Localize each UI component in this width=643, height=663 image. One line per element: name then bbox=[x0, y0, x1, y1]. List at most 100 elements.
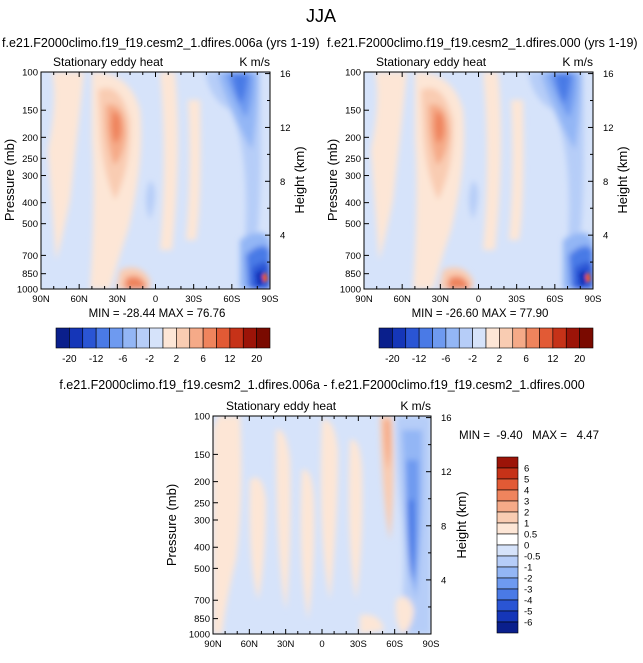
panel-1-xtick-label: 90N bbox=[32, 294, 50, 305]
panel-3-ytick-label: 250 bbox=[194, 498, 210, 509]
panel-1-ylabel: Pressure (mb) bbox=[2, 139, 17, 221]
panel-2-htick-label: 8 bbox=[603, 177, 608, 188]
colorbar-3-swatch bbox=[496, 500, 519, 513]
panel-3-xtick-label: 90S bbox=[423, 639, 440, 650]
colorbar-1-swatch bbox=[202, 327, 217, 349]
panel-1-xtick-label: 30S bbox=[185, 294, 202, 305]
panel-2-htick-label: 4 bbox=[603, 231, 608, 242]
panel-3-htick-label: 12 bbox=[441, 467, 452, 478]
colorbar-2-label: 20 bbox=[574, 354, 586, 365]
colorbar-2-label: 12 bbox=[547, 354, 559, 365]
panel-2-xtick-label: 30S bbox=[508, 294, 525, 305]
colorbar-3-label: 1 bbox=[524, 519, 529, 530]
colorbar-panel-1: -20 -12 -6 -2 2 6 12 20 bbox=[55, 327, 271, 365]
panel-2-xtick-label: 60S bbox=[546, 294, 563, 305]
colorbar-2-swatch bbox=[472, 327, 487, 349]
colorbar-3-label: 4 bbox=[524, 486, 529, 497]
panel-3-ytick-label: 850 bbox=[194, 614, 210, 625]
colorbar-1-swatch bbox=[162, 327, 177, 349]
colorbar-2-swatch bbox=[458, 327, 473, 349]
panel-2-axes: 90N 60N 30N 0 30S 60S 90S 100 150 200 250 300 400 500… bbox=[340, 68, 614, 306]
panel-2-subtitle-left: Stationary eddy heat bbox=[376, 55, 487, 69]
panel-3-xtick-label: 60S bbox=[386, 639, 403, 650]
panel-1-stats: MIN = -28.44 MAX = 76.76 bbox=[89, 308, 226, 320]
colorbar-3-label: 3 bbox=[524, 497, 529, 508]
colorbar-3-swatch bbox=[496, 511, 519, 524]
colorbar-2-swatch bbox=[525, 327, 540, 349]
panel-2-stats: MIN = -26.60 MAX = 77.90 bbox=[412, 308, 549, 320]
panel-2-ytick-label: 400 bbox=[345, 198, 361, 209]
colorbar-2-swatch bbox=[392, 327, 407, 349]
panel-3-ytick-label: 400 bbox=[194, 543, 210, 554]
panel-1: f.e21.F2000climo.f19_f19.cesm2_1.dfires.… bbox=[2, 36, 320, 320]
colorbar-1-label: 6 bbox=[200, 354, 206, 365]
panel-1-xtick-label: 90S bbox=[262, 294, 279, 305]
colorbar-2-swatch bbox=[579, 327, 594, 349]
panel-1-subtitle-right: K m/s bbox=[239, 55, 270, 69]
panel-3-xtick-label: 30N bbox=[277, 639, 295, 650]
colorbar-2-label: -6 bbox=[441, 354, 450, 365]
panel-2-xtick-label: 90N bbox=[355, 294, 373, 305]
panel-3-xtick-label: 90N bbox=[204, 639, 222, 650]
panel-3-htick-label: 8 bbox=[441, 521, 446, 532]
colorbar-3-swatch bbox=[496, 467, 519, 480]
colorbar-1-swatch bbox=[176, 327, 191, 349]
panel-1-htick-label: 16 bbox=[280, 69, 291, 80]
colorbar-3-label: -4 bbox=[524, 596, 532, 607]
panel-1-field bbox=[41, 72, 270, 289]
panel-3-stats: MIN = -9.40 MAX = 4.47 bbox=[459, 430, 599, 442]
panel-2-ytick-label: 1000 bbox=[340, 285, 361, 296]
colorbar-2-swatch bbox=[565, 327, 580, 349]
panel-3-title: f.e21.F2000climo.f19_f19.cesm2_1.dfires.… bbox=[59, 378, 584, 392]
panel-3-ylabel-right: Height (km) bbox=[454, 491, 469, 558]
colorbar-2-label: -12 bbox=[412, 354, 427, 365]
panel-3-xtick-label: 30S bbox=[350, 639, 367, 650]
panel-3: f.e21.F2000climo.f19_f19.cesm2_1.dfires.… bbox=[59, 378, 599, 650]
colorbar-2-swatch bbox=[552, 327, 567, 349]
colorbar-3-swatch bbox=[496, 599, 519, 612]
colorbar-3-label: 2 bbox=[524, 508, 529, 519]
panel-3-subtitle-left: Stationary eddy heat bbox=[226, 399, 337, 413]
colorbar-3-label: 5 bbox=[524, 475, 529, 486]
colorbar-1-swatch bbox=[242, 327, 257, 349]
panel-1-ytick-label: 250 bbox=[22, 154, 38, 165]
panel-1-ytick-label: 100 bbox=[22, 68, 38, 79]
colorbar-2-swatch bbox=[378, 327, 393, 349]
panel-3-ytick-label: 100 bbox=[194, 412, 210, 423]
colorbar-3-label: -2 bbox=[524, 574, 532, 585]
colorbar-1-swatch bbox=[82, 327, 97, 349]
panel-2-ytick-label: 500 bbox=[345, 219, 361, 230]
panel-1-subtitle-left: Stationary eddy heat bbox=[53, 55, 164, 69]
colorbar-3-swatch bbox=[496, 577, 519, 590]
panel-2-htick-label: 16 bbox=[603, 69, 614, 80]
colorbar-3-swatch bbox=[496, 610, 519, 623]
panel-3-xtick-label: 60N bbox=[241, 639, 259, 650]
colorbar-2-swatch bbox=[405, 327, 420, 349]
colorbar-2-label: -20 bbox=[385, 354, 400, 365]
colorbar-3-label: -5 bbox=[524, 607, 532, 618]
panel-2-ytick-label: 850 bbox=[345, 269, 361, 280]
panel-2-ytick-label: 200 bbox=[345, 133, 361, 144]
panel-3-ytick-label: 150 bbox=[194, 450, 210, 461]
panel-2-xtick-label: 30N bbox=[432, 294, 450, 305]
panel-1-xtick-label: 0 bbox=[153, 294, 158, 305]
panel-1-ytick-label: 150 bbox=[22, 106, 38, 117]
panel-1-ytick-label: 1000 bbox=[17, 285, 38, 296]
colorbar-2-label: 2 bbox=[497, 354, 503, 365]
panel-2-htick-label: 12 bbox=[603, 123, 614, 134]
panel-2-ytick-label: 700 bbox=[345, 251, 361, 262]
page-title: JJA bbox=[306, 6, 336, 26]
colorbar-2-swatch bbox=[539, 327, 554, 349]
panel-2-ytick-label: 100 bbox=[345, 68, 361, 79]
colorbar-1-label: 12 bbox=[224, 354, 236, 365]
panel-3-ylabel: Pressure (mb) bbox=[164, 484, 179, 566]
panel-2-title: f.e21.F2000climo.f19_f19.cesm2_1.dfires.… bbox=[327, 36, 638, 50]
panel-2-ylabel: Pressure (mb) bbox=[325, 139, 340, 221]
colorbar-1-label: 20 bbox=[251, 354, 263, 365]
colorbar-2-label: -2 bbox=[468, 354, 477, 365]
colorbar-2-swatch bbox=[499, 327, 514, 349]
panel-2-subtitle-right: K m/s bbox=[562, 55, 593, 69]
panel-1-axes: 90N 60N 30N 0 30S 60S 90S 100 150 200 250 300 400 500… bbox=[17, 68, 291, 306]
colorbar-1-label: -2 bbox=[145, 354, 154, 365]
